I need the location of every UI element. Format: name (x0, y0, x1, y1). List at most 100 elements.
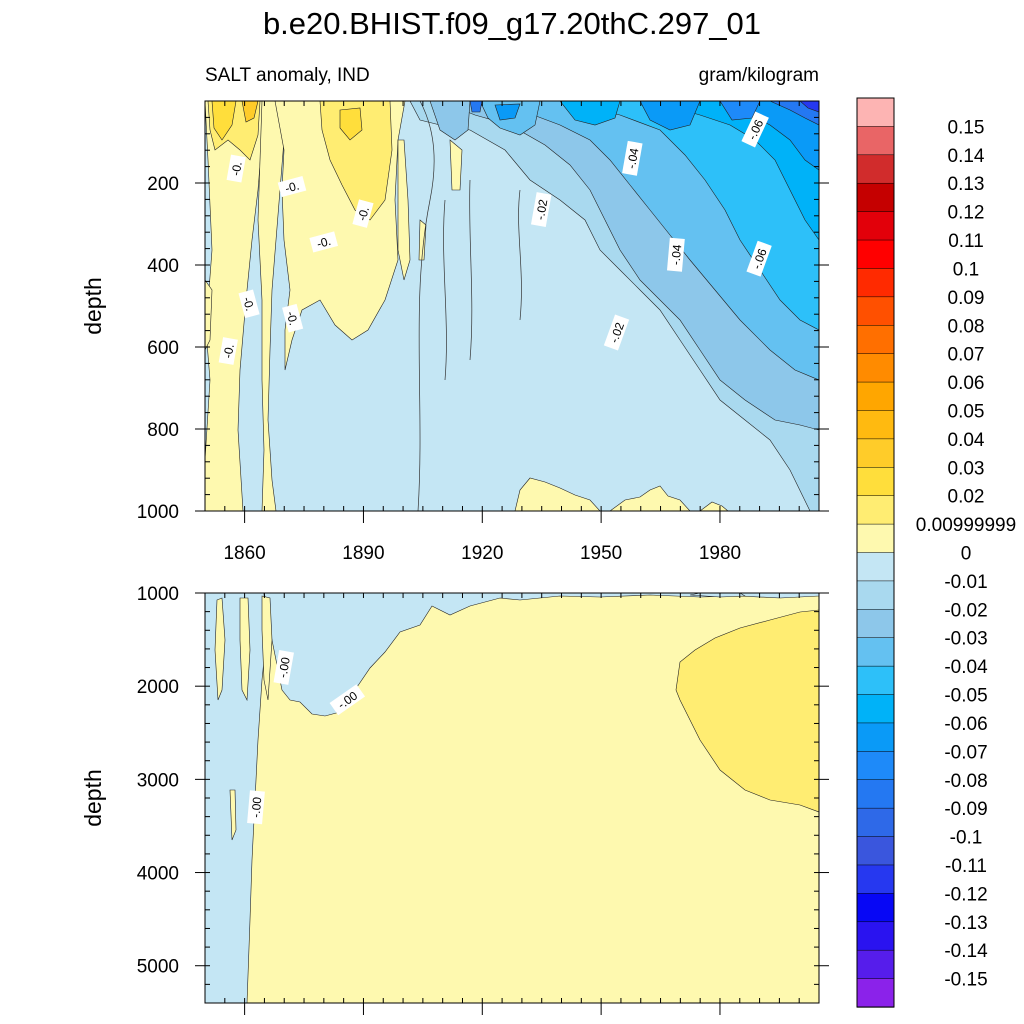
contour-label-bg (741, 111, 769, 148)
contour-label-bg (352, 199, 374, 228)
colorbar-label: 0.14 (948, 146, 985, 167)
colorbar-swatch (856, 268, 895, 298)
upper-contour-labels: -0. -0. -0. -0. -0. -0. -0. -.02 -.04 -.04 -.02 -.0… (218, 111, 772, 365)
y-tick-label: 5000 (137, 957, 179, 978)
contour-label-bg (282, 303, 304, 333)
contour-label-bg (746, 240, 772, 277)
colorbar-swatch (856, 580, 895, 610)
colorbar-label: -0.06 (944, 714, 987, 735)
y-tick-label: 2000 (137, 677, 179, 698)
contour-label: -0. (282, 303, 304, 333)
colorbar-swatch (856, 126, 895, 156)
colorbar-swatch (856, 921, 895, 951)
colorbar-swatch (856, 779, 895, 809)
contour-label-bg (530, 192, 552, 228)
colorbar-label: -0.05 (944, 686, 987, 707)
colorbar-swatch (856, 637, 895, 667)
y-tick-label: 3000 (137, 770, 179, 791)
colorbar-swatch (856, 836, 895, 866)
x-tick-label: 1890 (342, 543, 384, 564)
colorbar-label: -0.12 (944, 884, 987, 905)
contour-label: -0. (309, 231, 339, 253)
contour-label-text: -0. (229, 161, 245, 177)
x-tick-label: 1980 (699, 543, 741, 564)
colorbar-swatch (856, 97, 895, 128)
colorbar-swatch (856, 325, 895, 355)
colorbar-label: -0.01 (944, 572, 987, 593)
contour-label-text: -.00 (276, 656, 293, 679)
colorbar-label: 0.07 (948, 345, 985, 366)
colorbar-label: 0.11 (948, 231, 984, 252)
contour-label: -0. (352, 199, 374, 228)
colorbar-label: 0.13 (948, 174, 985, 195)
y-tick-label: 1000 (137, 502, 179, 523)
colorbar-swatch (856, 410, 895, 440)
colorbar-swatch (856, 495, 895, 525)
colorbar-swatch (856, 154, 895, 184)
colorbar-swatch (856, 211, 895, 241)
colorbar-swatch (856, 353, 895, 383)
colorbar-swatch (856, 665, 895, 696)
contour-label: -.00 (273, 650, 294, 685)
contour-label-bg (603, 314, 630, 351)
colorbar-swatch (856, 722, 895, 752)
y-tick-label: 600 (147, 338, 179, 359)
contour-label: -0. (277, 176, 307, 198)
colorbar-label: -0.09 (944, 799, 987, 820)
colorbar-label: -0.03 (944, 629, 987, 650)
contour-label-bg (247, 790, 265, 825)
colorbar-label: -0.15 (944, 970, 987, 991)
colorbar-swatch (856, 864, 895, 895)
colorbar-label: -0.13 (944, 913, 987, 934)
contour-label-text: -.00 (249, 796, 265, 818)
contour-label-bg (273, 650, 294, 685)
y-tick-label: 400 (147, 256, 179, 277)
colorbar-swatch (856, 893, 895, 923)
chart-title: b.e20.BHIST.f09_g17.20thC.297_01 (263, 6, 761, 41)
colorbar-swatch (856, 609, 895, 639)
colorbar-label: 0.04 (948, 430, 985, 451)
upper-y-ticks: 200 400 600 800 1000 (137, 100, 829, 523)
y-tick-label: 1000 (137, 584, 179, 605)
colorbar-label: -0.08 (944, 771, 987, 792)
colorbar-label: 0.15 (948, 117, 985, 138)
y-tick-label: 800 (147, 420, 179, 441)
y-tick-label: 200 (147, 174, 179, 195)
contour-label-text: -.04 (669, 244, 685, 266)
colorbar-label: 0.09 (948, 288, 985, 309)
contour-band-negative (409, 101, 819, 511)
contour-label: -.04 (622, 140, 643, 176)
colorbar-label: -0.1 (950, 828, 983, 849)
colorbar-swatch (856, 296, 895, 326)
colorbar-label: 0.06 (948, 373, 985, 394)
chart-subtitle-left: SALT anomaly, IND (205, 65, 370, 86)
colorbar-swatch (856, 949, 895, 980)
contour-lines (417, 101, 522, 511)
contour-label-text: -0. (240, 295, 257, 312)
colorbar-label: -0.02 (944, 600, 987, 621)
contour-label: -.02 (530, 192, 552, 228)
colorbar-label: -0.14 (944, 941, 988, 962)
x-tick-label: 1950 (580, 543, 622, 564)
x-tick-labels: 1860 1890 1920 1950 1980 (223, 543, 741, 564)
contour-label-bg (329, 684, 366, 716)
contour-label-text: -.02 (533, 198, 550, 221)
lower-contour-panel (205, 593, 819, 1003)
contour-label-text: -0. (284, 179, 301, 196)
colorbar-label: 0.08 (948, 316, 985, 337)
colorbar-swatch (856, 438, 895, 468)
contour-label: -.02 (603, 314, 630, 351)
colorbar-swatch (856, 523, 895, 554)
colorbar-swatch (856, 807, 895, 838)
contour-label-text: -.06 (749, 246, 769, 271)
colorbar-label: 0.00999999 (916, 515, 1016, 536)
colorbar-swatch (856, 552, 895, 582)
colorbar-label: 0 (961, 544, 972, 565)
contour-label: -.00 (247, 790, 265, 825)
upper-plot-frame (204, 100, 820, 512)
y-tick-label: 4000 (137, 864, 179, 885)
contour-label: -0. (218, 337, 238, 365)
lower-y-axis-label: depth (80, 769, 106, 827)
colorbar-label: 0.1 (953, 259, 979, 280)
contour-label-bg (309, 231, 339, 253)
